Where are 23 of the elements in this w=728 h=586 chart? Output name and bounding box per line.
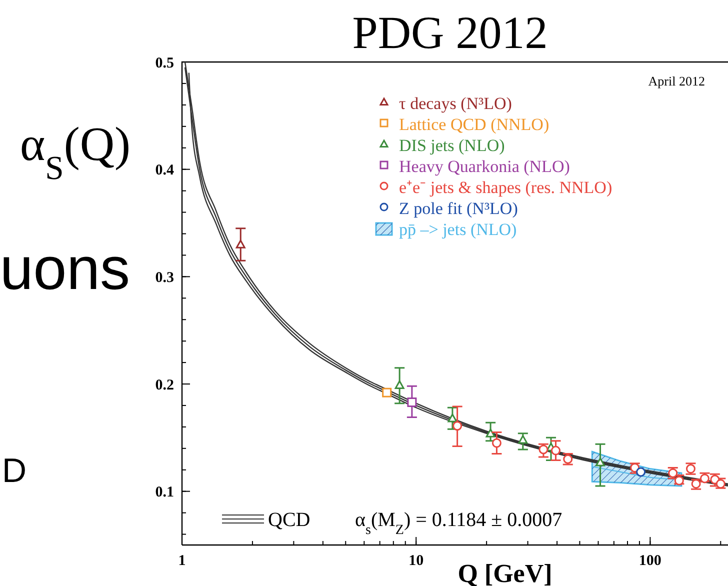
legend-label: Z pole fit (N³LO) <box>399 198 518 218</box>
x-axis-title: Q [GeV] <box>458 559 552 586</box>
legend-label: DIS jets (NLO) <box>399 136 505 155</box>
legend-label: e⁺e⁻ jets & shapes (res. NNLO) <box>399 178 612 197</box>
legend-label: Heavy Quarkonia (NLO) <box>399 156 570 176</box>
legend-label: pp̄ –> jets (NLO) <box>399 220 517 239</box>
y-tick-label: 0.1 <box>155 484 174 501</box>
y-tick-label: 0.5 <box>155 55 174 72</box>
y-tick-label: 0.4 <box>155 162 174 179</box>
annotation: QCD <box>268 509 310 531</box>
y-tick-label: 0.3 <box>155 270 174 286</box>
x-tick-label: 100 <box>638 553 662 569</box>
annotation: April 2012 <box>648 74 705 89</box>
legend-label: τ decays (N³LO) <box>399 94 512 113</box>
legend-label: Lattice QCD (NNLO) <box>399 114 550 134</box>
y-axis-title: α$_{S}$(Q) <box>20 118 130 186</box>
chart-title: PDG 2012 <box>352 7 548 58</box>
annotation: α$_{s}$(M$_{Z}$) = 0.1184 ± 0.0007 <box>355 509 562 538</box>
text: D <box>2 452 27 490</box>
text: uons <box>0 235 130 302</box>
x-tick-label: 1 <box>178 553 186 569</box>
y-tick-label: 0.2 <box>155 377 174 394</box>
x-tick-label: 10 <box>408 553 424 569</box>
